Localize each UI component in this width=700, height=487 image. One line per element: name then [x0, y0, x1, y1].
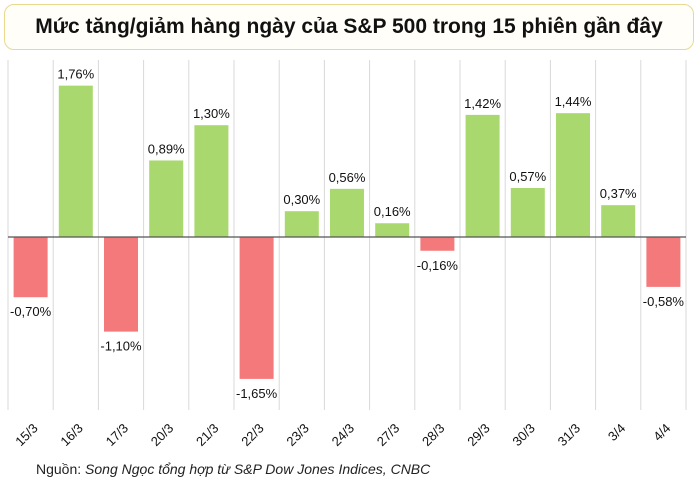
source-value: Song Ngọc tổng hợp từ S&P Dow Jones Indi… — [85, 461, 431, 477]
x-tick-label: 24/3 — [329, 421, 358, 450]
x-tick-label: 4/4 — [650, 421, 673, 444]
x-tick-label: 30/3 — [509, 421, 538, 450]
source-label: Nguồn: — [36, 461, 82, 477]
grid-lines — [7, 60, 687, 410]
x-tick-label: 28/3 — [419, 421, 448, 450]
data-label: -0,16% — [417, 258, 459, 273]
data-label: 0,56% — [329, 170, 366, 185]
bar — [510, 187, 545, 237]
bar — [58, 85, 93, 237]
x-tick-label: 16/3 — [57, 421, 86, 450]
data-label: 0,16% — [374, 204, 411, 219]
data-label: 0,30% — [283, 192, 320, 207]
chart-title-box: Mức tăng/giảm hàng ngày của S&P 500 tron… — [4, 4, 694, 50]
x-tick-label: 20/3 — [148, 421, 177, 450]
data-label: 0,57% — [509, 169, 546, 184]
data-labels: -0,70% 1,76% -1,10% 0,89% 1,30% -1,65% 0,30% 0,… — [10, 67, 684, 401]
bar — [330, 188, 364, 237]
bar — [284, 211, 319, 237]
bar — [556, 113, 590, 237]
x-tick-label: 27/3 — [374, 421, 403, 450]
bars — [13, 85, 681, 379]
bar — [601, 205, 636, 237]
data-label: -1,10% — [100, 339, 142, 354]
data-label: 1,76% — [57, 67, 94, 82]
bar — [465, 114, 500, 237]
data-label: -0,70% — [10, 304, 52, 319]
bar — [13, 237, 48, 298]
x-tick-label: 15/3 — [12, 421, 41, 450]
bar — [646, 237, 681, 287]
data-label: 0,89% — [148, 141, 185, 156]
data-label: 0,37% — [600, 186, 637, 201]
bar — [239, 237, 274, 379]
bar — [149, 160, 184, 237]
source-note: Nguồn: Song Ngọc tổng hợp từ S&P Dow Jon… — [36, 461, 430, 477]
x-tick-label: 3/4 — [605, 421, 628, 444]
data-label: 1,30% — [193, 106, 230, 121]
x-tick-label: 17/3 — [103, 421, 132, 450]
data-label: -1,65% — [236, 386, 278, 401]
x-tick-labels: 15/3 16/3 17/3 20/3 21/3 22/3 23/3 24/3 27/3 28/3… — [12, 421, 673, 450]
bar — [104, 237, 138, 332]
x-tick-label: 31/3 — [555, 421, 584, 450]
chart-title: Mức tăng/giảm hàng ngày của S&P 500 tron… — [35, 15, 663, 38]
bar — [375, 223, 410, 237]
x-tick-label: 29/3 — [464, 421, 493, 450]
bar — [194, 125, 229, 237]
data-label: -0,58% — [643, 294, 685, 309]
x-tick-label: 21/3 — [193, 421, 222, 450]
bar — [420, 237, 455, 251]
x-tick-label: 23/3 — [283, 421, 312, 450]
data-label: 1,44% — [555, 94, 592, 109]
data-label: 1,42% — [464, 96, 501, 111]
x-tick-label: 22/3 — [238, 421, 267, 450]
